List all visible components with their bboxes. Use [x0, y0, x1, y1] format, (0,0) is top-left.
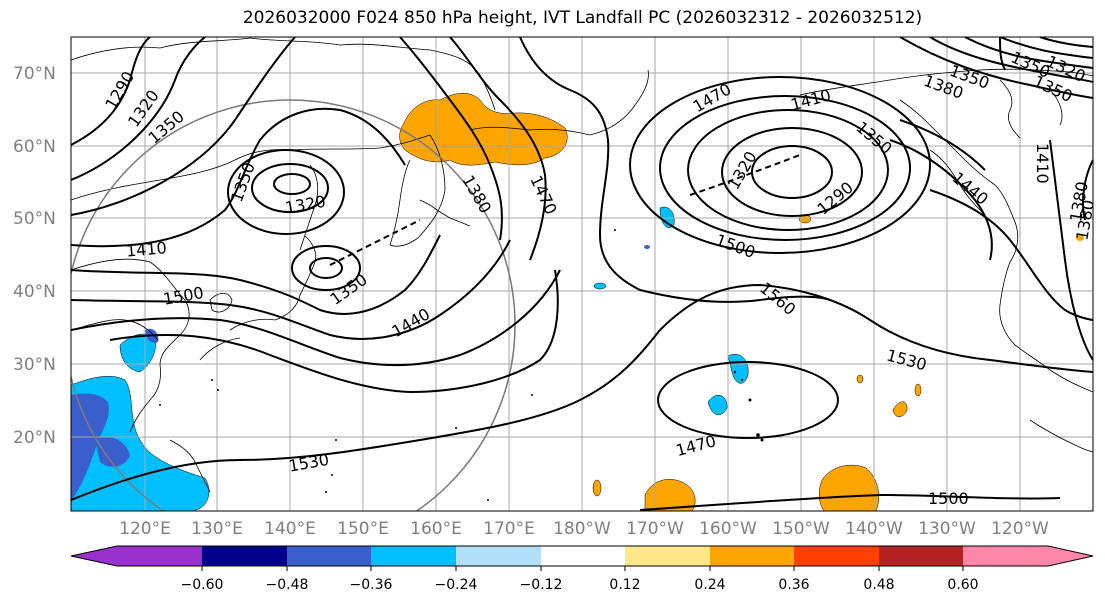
colorbar-swatch [287, 546, 371, 566]
lat-label: 60°N [13, 137, 56, 157]
longitude-labels: 120°E 130°E 140°E 150°E 160°E 170°E 180°… [119, 519, 1049, 539]
lat-label: 40°N [13, 282, 56, 302]
map-panel: 1290 1320 1350 1350 1320 1350 1410 1380 … [71, 37, 1105, 511]
colorbar-swatch [202, 546, 287, 566]
lon-label: 160°W [699, 519, 757, 539]
contour-label: 1410 [125, 238, 167, 260]
colorbar-swatch [963, 546, 1048, 566]
lon-label: 130°E [191, 519, 243, 539]
lon-label: 170°W [626, 519, 684, 539]
map-frame [70, 36, 1094, 512]
contour-label: 1410 [1033, 143, 1052, 184]
lon-label: 150°W [772, 519, 830, 539]
colorbar-swatch [117, 546, 202, 566]
ivt-positive-shading [399, 93, 1084, 511]
colorbar-tick: −0.12 [520, 577, 563, 593]
colorbar-tick: 0.24 [694, 577, 725, 593]
lat-label: 70°N [13, 64, 56, 84]
colorbar-tick: −0.60 [181, 577, 224, 593]
colorbar-outline [70, 545, 1094, 567]
colorbar-swatch [371, 546, 456, 566]
colorbar-tick: 0.36 [778, 577, 809, 593]
lon-label: 130°W [918, 519, 976, 539]
colorbar-tick: 0.48 [863, 577, 894, 593]
lat-label: 20°N [13, 428, 56, 448]
colorbar-swatch [456, 546, 541, 566]
latitude-labels: 70°N 60°N 50°N 40°N 30°N 20°N [13, 64, 56, 448]
colorbar-swatch [710, 546, 794, 566]
colorbar-swatch [541, 546, 625, 566]
height-contours [71, 37, 1093, 511]
contour-label: 1530 [1096, 284, 1105, 325]
lat-label: 50°N [13, 209, 56, 229]
map-title: 2026032000 F024 850 hPa height, IVT Land… [242, 8, 923, 28]
colorbar-swatch [1048, 546, 1093, 566]
trough-lines [329, 154, 801, 266]
lon-label: 140°W [845, 519, 903, 539]
colorbar-swatch [625, 546, 710, 566]
colorbar: −0.60 −0.48 −0.36 −0.24 −0.12 0.12 0.24 … [70, 545, 1094, 593]
lat-lon-grid [71, 37, 1093, 511]
lon-label: 120°W [991, 519, 1049, 539]
colorbar-tick: 0.60 [947, 577, 978, 593]
colorbar-swatch [879, 546, 963, 566]
lon-label: 170°E [483, 519, 535, 539]
lat-label: 30°N [13, 355, 56, 375]
colorbar-tick: −0.36 [350, 577, 393, 593]
colorbar-swatch [794, 546, 879, 566]
colorbar-swatch [71, 546, 117, 566]
contour-label: 1380 [1072, 198, 1098, 241]
islands [159, 229, 764, 501]
colorbar-tick: −0.24 [435, 577, 478, 593]
contour-label: 1500 [928, 489, 969, 508]
lon-label: 120°E [119, 519, 171, 539]
lon-label: 150°E [337, 519, 389, 539]
lon-label: 180°W [553, 519, 611, 539]
lon-label: 140°E [264, 519, 316, 539]
colorbar-tick: 0.12 [609, 577, 640, 593]
lon-label: 160°E [410, 519, 462, 539]
colorbar-tick: −0.48 [266, 577, 309, 593]
